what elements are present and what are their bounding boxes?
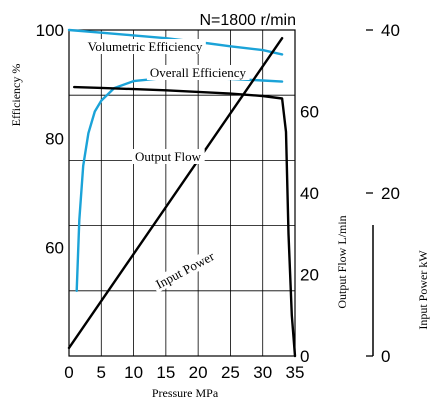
volumetric-efficiency-label-group: Volumetric Efficiency bbox=[84, 39, 206, 54]
x-tick-label: 0 bbox=[64, 363, 73, 382]
efficiency-axis-label: Efficiency % bbox=[9, 64, 23, 127]
x-tick-label: 5 bbox=[97, 363, 106, 382]
power-tick-label: 20 bbox=[381, 184, 400, 203]
chart-title: N=1800 r/min bbox=[200, 12, 297, 29]
grid-lines bbox=[68, 30, 296, 356]
input-power-line bbox=[67, 37, 284, 350]
plot-frame bbox=[68, 29, 296, 357]
overall-efficiency-label: Overall Efficiency bbox=[150, 65, 247, 80]
flow-tick-label: 60 bbox=[300, 103, 319, 122]
flow-axis-label: Output Flow L/min bbox=[335, 215, 349, 308]
efficiency-tick-label: 100 bbox=[36, 21, 64, 40]
volumetric-efficiency-label-background bbox=[84, 39, 206, 54]
series-labels: Volumetric Efficiency Overall Efficiency O… bbox=[84, 39, 250, 294]
overall-efficiency-label-background bbox=[146, 65, 250, 80]
x-tick-label: 35 bbox=[286, 363, 305, 382]
power-axis-label: Input Power kW bbox=[416, 250, 430, 330]
input-power-label-background bbox=[150, 246, 220, 294]
overall-efficiency-line bbox=[75, 76, 284, 292]
flow-tick-label: 0 bbox=[300, 347, 309, 366]
efficiency-tick-label: 60 bbox=[45, 238, 64, 257]
output-flow-line bbox=[72, 85, 297, 358]
overall-efficiency-label-group: Overall Efficiency bbox=[146, 65, 250, 80]
output-flow-label: Output Flow bbox=[135, 149, 202, 164]
output-flow-label-background bbox=[131, 149, 205, 164]
x-tick-label: 25 bbox=[221, 363, 240, 382]
power-tick-label: 40 bbox=[381, 21, 400, 40]
x-tick-label: 20 bbox=[189, 363, 208, 382]
flow-tick-labels: 60 40 20 0 bbox=[300, 103, 319, 367]
flow-tick-label: 40 bbox=[300, 184, 319, 203]
power-tick-labels: 40 20 0 bbox=[366, 21, 400, 366]
pressure-axis-label: Pressure MPa bbox=[152, 386, 219, 400]
x-tick-label: 10 bbox=[124, 363, 143, 382]
efficiency-tick-labels: 100 80 60 bbox=[36, 21, 64, 257]
output-flow-label-group: Output Flow bbox=[131, 149, 205, 164]
input-power-label: Input Power bbox=[153, 248, 217, 292]
pressure-tick-labels: 0 5 10 15 20 25 30 35 bbox=[64, 363, 304, 382]
volumetric-efficiency-label: Volumetric Efficiency bbox=[88, 39, 203, 54]
x-tick-label: 15 bbox=[156, 363, 175, 382]
x-tick-label: 30 bbox=[253, 363, 272, 382]
flow-tick-label: 20 bbox=[300, 266, 319, 285]
efficiency-tick-label: 80 bbox=[45, 130, 64, 149]
power-tick-label: 0 bbox=[381, 347, 390, 366]
input-power-label-group: Input Power bbox=[150, 246, 220, 294]
